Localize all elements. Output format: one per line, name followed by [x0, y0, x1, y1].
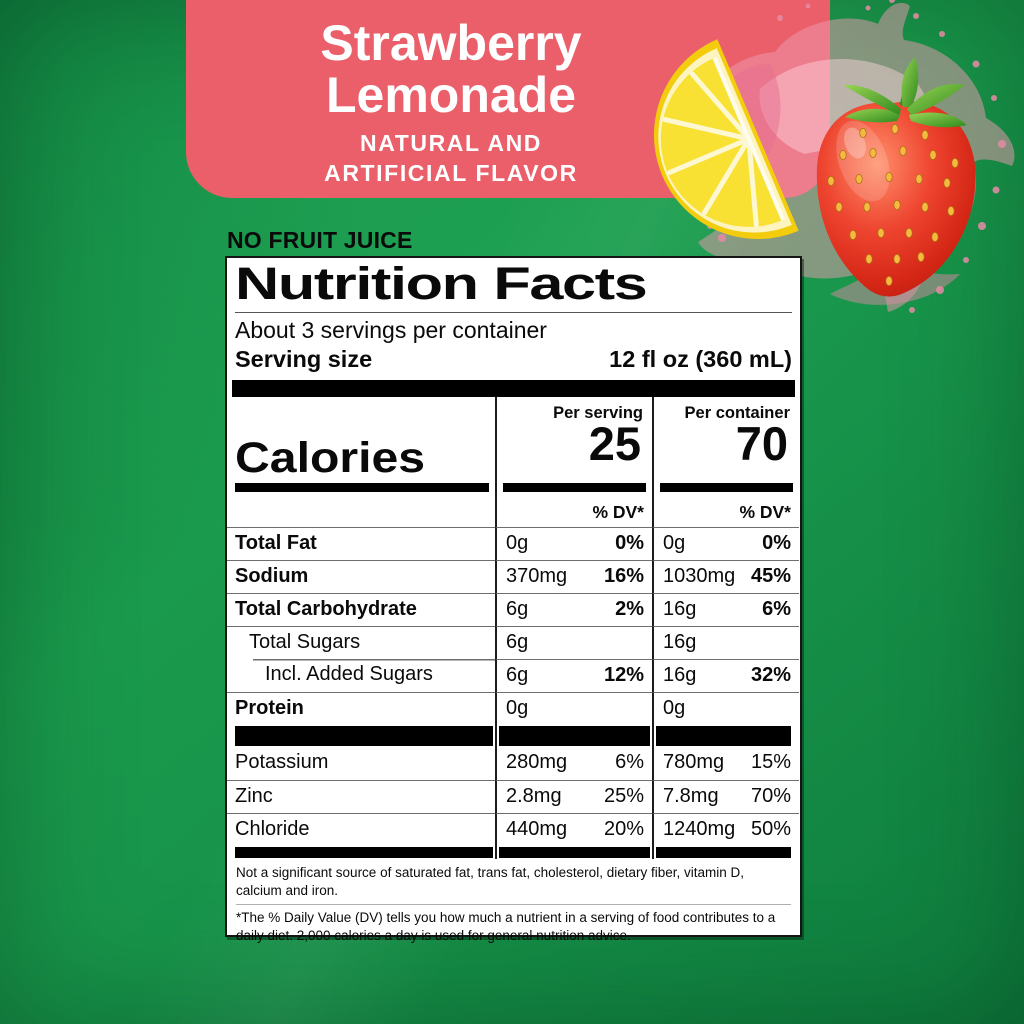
calories-underline-bar [235, 483, 489, 492]
nutrition-facts-header: Nutrition Facts About 3 servings per con… [227, 258, 800, 380]
nutrient-per-serving: 370mg 16% [495, 560, 652, 593]
flavor-subtitle-line2: ARTIFICIAL FLAVOR [324, 160, 578, 187]
per-container-header: Per container [684, 404, 790, 422]
calories-underline-bar [503, 483, 646, 492]
nutrient-per-container: 780mg 15% [652, 747, 799, 780]
section-divider-bar [495, 725, 652, 747]
section-divider-bar [227, 846, 495, 859]
serving-size-value: 12 fl oz (360 mL) [609, 346, 792, 372]
nutrient-name: Potassium [235, 751, 329, 773]
servings-per-container: About 3 servings per container [235, 317, 547, 343]
section-divider-bar [495, 846, 652, 859]
nutrient-per-serving: 0g [495, 692, 652, 725]
nutrition-facts-title: Nutrition Facts [235, 258, 792, 313]
section-divider-bar [652, 725, 799, 747]
nutrient-per-container: 16g 6% [652, 593, 799, 626]
strawberry-seeds [827, 124, 959, 286]
nutrient-per-serving: 440mg 20% [495, 813, 652, 846]
dv-header-per-serving: % DV* [495, 497, 652, 527]
section-divider-bar [227, 725, 495, 747]
flavor-title-line2: Lemonade [325, 66, 577, 123]
nutrient-per-serving: 6g 2% [495, 593, 652, 626]
nutrient-name: Sodium [227, 560, 495, 593]
nutrition-table: Calories Per serving 25 Per container 70… [227, 397, 800, 859]
flavor-subtitle: NATURAL AND ARTIFICIAL FLAVOR [196, 128, 706, 189]
nutrient-name: Incl. Added Sugars [227, 659, 495, 692]
nutrient-name: Protein [227, 692, 495, 725]
nutrient-name: Total Carbohydrate [227, 593, 495, 626]
lemon-wedge-illustration [654, 39, 799, 239]
per-container-calories-cell: Per container 70 [652, 397, 799, 497]
dv-header-per-container: % DV* [652, 497, 799, 527]
nutrient-per-container: 16g 32% [652, 659, 799, 692]
nutrient-per-container: 1240mg 50% [652, 813, 799, 846]
flavor-title: Strawberry Lemonade [196, 15, 706, 123]
nutrient-per-serving: 0g 0% [495, 527, 652, 560]
flavor-subtitle-line1: NATURAL AND [360, 130, 542, 156]
calories-label: Calories [235, 434, 426, 482]
nutrient-per-serving: 2.8mg 25% [495, 780, 652, 813]
thick-divider-bar [232, 380, 795, 397]
serving-size-label: Serving size [235, 346, 373, 372]
calories-per-container: 70 [735, 417, 788, 470]
nutrient-per-container: 1030mg 45% [652, 560, 799, 593]
nutrient-per-container: 0g [652, 692, 799, 725]
nutrient-name: Total Fat [227, 527, 495, 560]
flavor-badge-text: Strawberry Lemonade NATURAL AND ARTIFICI… [186, 0, 830, 198]
no-fruit-juice-claim: NO FRUIT JUICE [227, 227, 413, 253]
per-serving-header: Per serving [553, 404, 643, 422]
nutrient-per-container: 7.8mg 70% [652, 780, 799, 813]
dv-header-spacer [227, 497, 495, 527]
strawberry-calyx [843, 57, 967, 128]
nutrient-per-serving: 6g 12% [495, 659, 652, 692]
calories-per-serving: 25 [588, 417, 641, 470]
nutrition-facts-panel: Nutrition Facts About 3 servings per con… [225, 256, 802, 943]
footnote-divider [236, 904, 791, 906]
per-serving-calories-cell: Per serving 25 [495, 397, 652, 497]
nutrient-name: Zinc [227, 780, 495, 813]
flavor-title-line1: Strawberry [320, 15, 582, 71]
calories-label-cell: Calories [227, 397, 495, 497]
fruit-splash-illustration [654, 0, 1015, 313]
section-divider-bar [652, 846, 799, 859]
footnote-daily-value: *The % Daily Value (DV) tells you how mu… [236, 910, 776, 943]
serving-size-row: Serving size 12 fl oz (360 mL) [235, 344, 792, 380]
nutrient-per-serving: 6g [495, 626, 652, 659]
nutrient-per-container: 0g 0% [652, 527, 799, 560]
strawberry-illustration [816, 57, 976, 297]
calories-underline-bar [660, 483, 793, 492]
nutrient-name: Chloride [227, 813, 495, 846]
nutrient-per-container: 16g [652, 626, 799, 659]
nutrient-name: Total Sugars [227, 626, 495, 659]
nutrient-per-serving: 280mg 6% [495, 747, 652, 780]
footnotes: Not a significant source of saturated fa… [227, 859, 800, 944]
footnote-not-significant: Not a significant source of saturated fa… [236, 865, 744, 898]
